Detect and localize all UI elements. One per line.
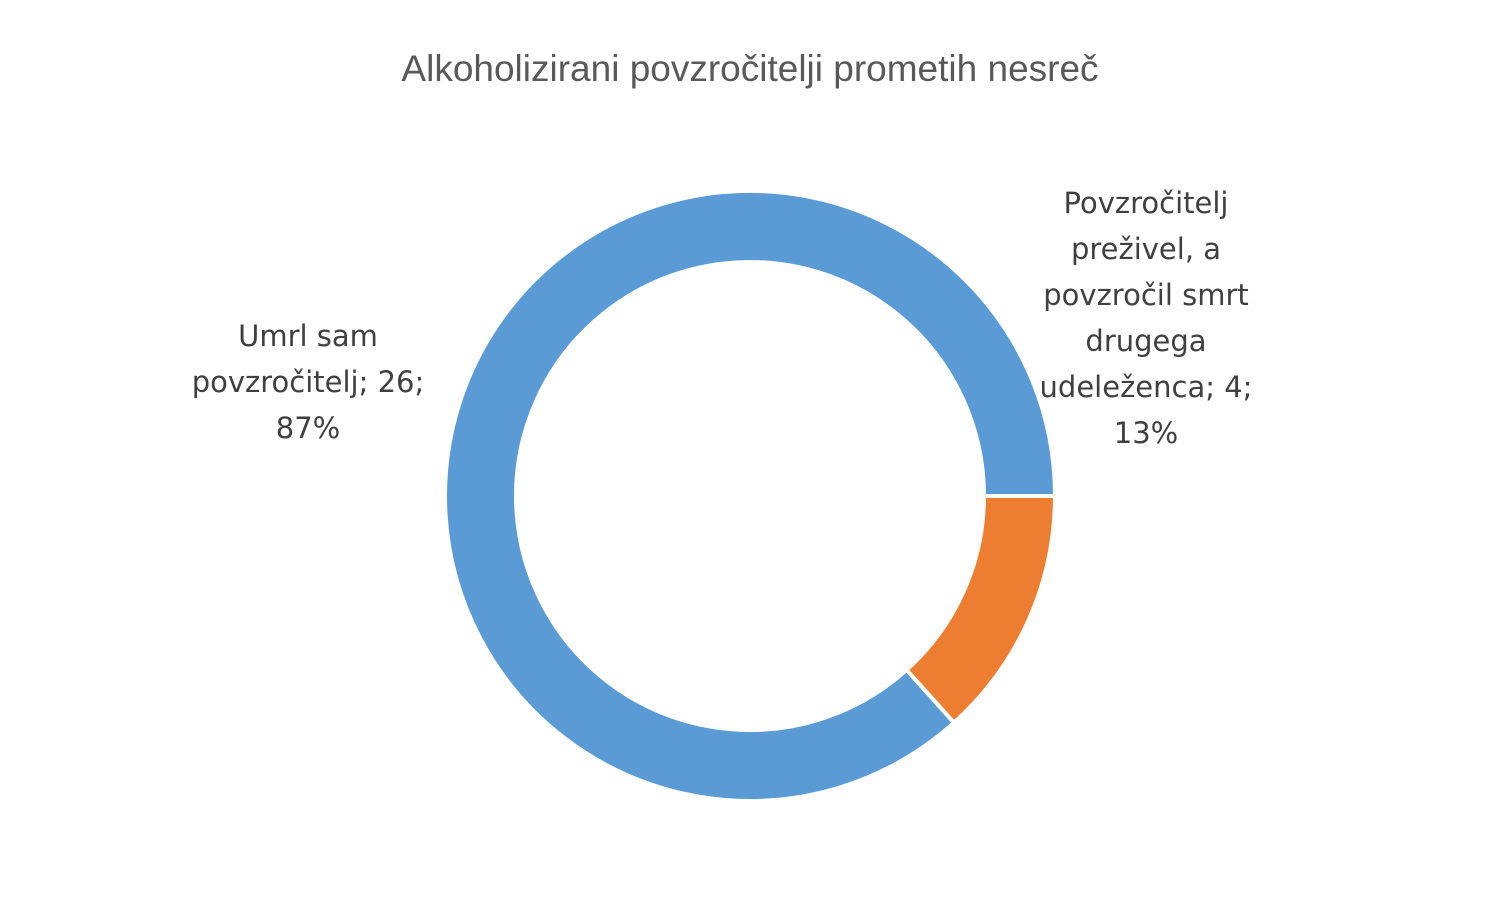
- slices-group: [443, 189, 1058, 803]
- data-label-line: preživel, a: [1070, 232, 1222, 266]
- data-label-line: 87%: [275, 411, 341, 445]
- data-label-povzrocitelj-prezivel: Povzročitelj preživel, a povzročil smrt …: [1015, 180, 1277, 456]
- data-label-line: drugega: [1085, 324, 1207, 358]
- data-label-line: Povzročitelj: [1063, 186, 1229, 220]
- data-label-umrl-sam-povzrocitelj: Umrl sam povzročitelj; 26; 87%: [148, 313, 468, 451]
- data-label-line: povzročil smrt: [1043, 278, 1249, 312]
- donut-slice-umrl-26: [443, 189, 1058, 803]
- data-label-line: udeleženca; 4;: [1039, 370, 1253, 404]
- data-label-line: 13%: [1113, 416, 1179, 450]
- data-label-line: povzročitelj; 26;: [191, 365, 425, 399]
- data-label-line: Umrl sam: [238, 319, 378, 353]
- donut-slice-povzročitelj-4: [903, 494, 1058, 726]
- chart-title: Alkoholizirani povzročitelji prometih ne…: [401, 48, 1099, 89]
